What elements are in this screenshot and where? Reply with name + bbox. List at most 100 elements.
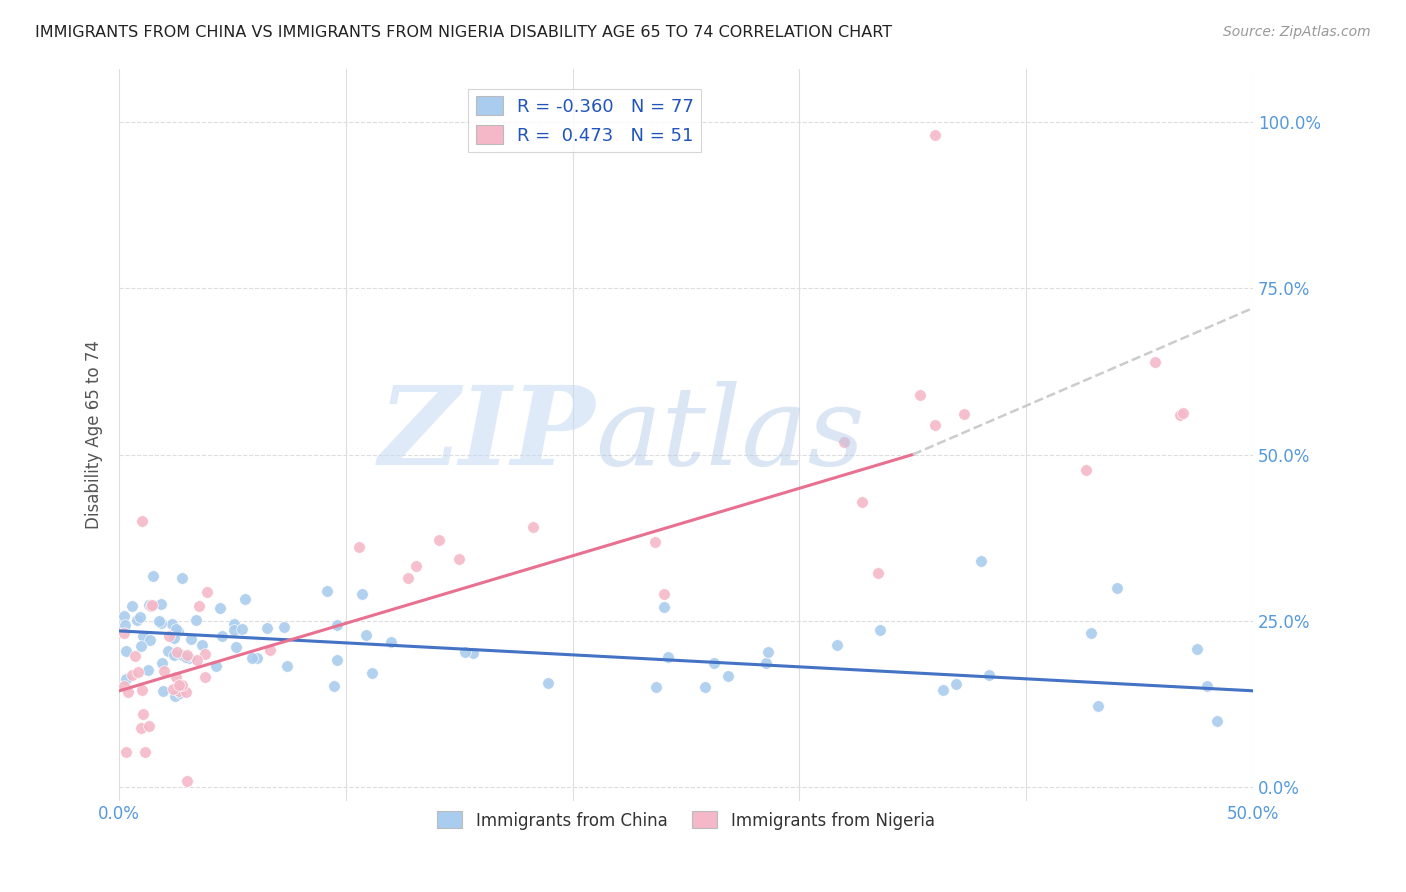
Point — [537, 675, 560, 690]
Point — [717, 669, 740, 683]
Point — [195, 585, 218, 599]
Point — [273, 620, 295, 634]
Point — [169, 686, 191, 700]
Point — [172, 648, 194, 663]
Point — [427, 533, 450, 547]
Point — [186, 613, 208, 627]
Point — [222, 623, 245, 637]
Point — [162, 681, 184, 696]
Point — [174, 685, 197, 699]
Point — [129, 639, 152, 653]
Point — [350, 587, 373, 601]
Point — [132, 630, 155, 644]
Point — [953, 408, 976, 422]
Point — [755, 656, 778, 670]
Point — [142, 569, 165, 583]
Point — [129, 610, 152, 624]
Point — [112, 626, 135, 640]
Text: Source: ZipAtlas.com: Source: ZipAtlas.com — [1223, 25, 1371, 39]
Point — [657, 650, 679, 665]
Y-axis label: Disability Age 65 to 74: Disability Age 65 to 74 — [86, 340, 103, 529]
Point — [112, 608, 135, 623]
Point — [240, 651, 263, 665]
Point — [165, 670, 187, 684]
Point — [1168, 408, 1191, 422]
Point — [347, 541, 370, 555]
Point — [194, 647, 217, 661]
Point — [152, 683, 174, 698]
Point — [756, 645, 779, 659]
Point — [1143, 355, 1166, 369]
Point — [179, 651, 201, 665]
Point — [139, 633, 162, 648]
Point — [136, 664, 159, 678]
Point — [150, 656, 173, 670]
Point — [979, 668, 1001, 682]
Point — [866, 566, 889, 580]
Point — [326, 653, 349, 667]
Point — [127, 665, 149, 680]
Point — [945, 677, 967, 691]
Point — [208, 601, 231, 615]
Point — [172, 571, 194, 585]
Point — [115, 644, 138, 658]
Text: ZIP: ZIP — [378, 381, 595, 488]
Point — [163, 631, 186, 645]
Point — [356, 628, 378, 642]
Point — [1105, 581, 1128, 595]
Point — [176, 648, 198, 662]
Point — [166, 645, 188, 659]
Point — [245, 651, 267, 665]
Point — [117, 684, 139, 698]
Point — [1074, 463, 1097, 477]
Point — [115, 672, 138, 686]
Point — [188, 599, 211, 614]
Point — [644, 534, 666, 549]
Point — [121, 668, 143, 682]
Point — [127, 613, 149, 627]
Legend: R = -0.360   N = 77, R =  0.473   N = 51: R = -0.360 N = 77, R = 0.473 N = 51 — [468, 88, 702, 152]
Point — [148, 614, 170, 628]
Point — [461, 646, 484, 660]
Point — [1171, 406, 1194, 420]
Point — [180, 632, 202, 646]
Point — [129, 721, 152, 735]
Point — [924, 128, 946, 142]
Point — [1080, 626, 1102, 640]
Point — [398, 571, 420, 585]
Point — [1185, 641, 1208, 656]
Point — [163, 689, 186, 703]
Point — [825, 639, 848, 653]
Point — [970, 554, 993, 568]
Point — [134, 745, 156, 759]
Point — [703, 656, 725, 670]
Point — [166, 622, 188, 636]
Point — [139, 599, 162, 614]
Point — [150, 597, 173, 611]
Point — [315, 584, 337, 599]
Point — [156, 644, 179, 658]
Point — [157, 629, 180, 643]
Point — [186, 653, 208, 667]
Point — [115, 745, 138, 759]
Point — [172, 678, 194, 692]
Point — [169, 678, 191, 692]
Point — [176, 649, 198, 664]
Point — [1087, 699, 1109, 714]
Point — [522, 519, 544, 533]
Point — [224, 617, 246, 632]
Point — [194, 670, 217, 684]
Point — [138, 599, 160, 613]
Text: IMMIGRANTS FROM CHINA VS IMMIGRANTS FROM NIGERIA DISABILITY AGE 65 TO 74 CORRELA: IMMIGRANTS FROM CHINA VS IMMIGRANTS FROM… — [35, 25, 893, 40]
Point — [693, 680, 716, 694]
Point — [131, 514, 153, 528]
Point — [176, 773, 198, 788]
Point — [153, 664, 176, 678]
Point — [454, 645, 477, 659]
Point — [138, 719, 160, 733]
Point — [380, 635, 402, 649]
Point — [167, 684, 190, 698]
Point — [191, 638, 214, 652]
Point — [121, 599, 143, 614]
Point — [225, 640, 247, 654]
